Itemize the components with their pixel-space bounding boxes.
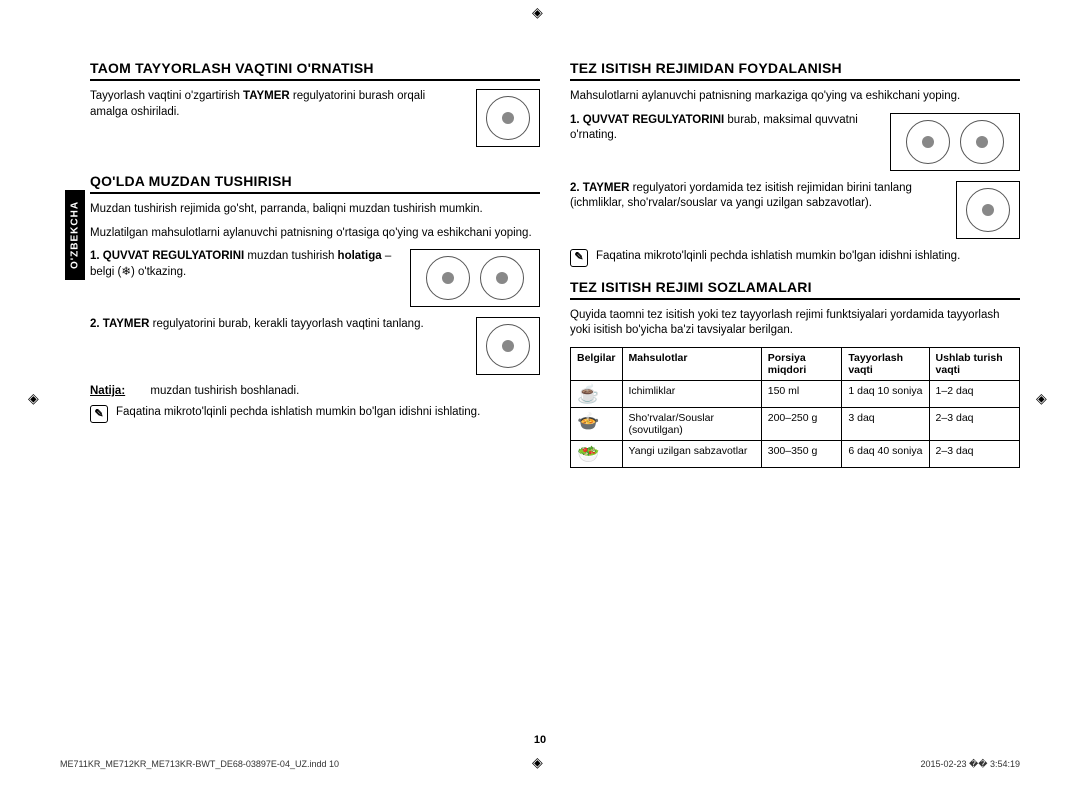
step-text: 1. QUVVAT REGULYATORINI burab, maksimal …	[570, 113, 880, 144]
power-dial-icon	[890, 113, 1020, 171]
portion-cell: 200–250 g	[761, 407, 842, 440]
product-cell: Sho'rvalar/Souslar (sovutilgan)	[622, 407, 761, 440]
table-row: ☕ Ichimliklar150 ml1 daq 10 soniya1–2 daq	[571, 380, 1020, 407]
registration-mark-right: ◈	[1036, 390, 1052, 406]
note: ✎ Faqatina mikroto'lqinli pechda ishlati…	[90, 405, 540, 423]
product-cell: Ichimliklar	[622, 380, 761, 407]
note-icon: ✎	[90, 405, 108, 423]
table-row: 🍲 Sho'rvalar/Souslar (sovutilgan)200–250 …	[571, 407, 1020, 440]
registration-mark-top: ◈	[532, 4, 548, 20]
page-content: TAOM TAYYORLASH VAQTINI O'RNATISH Tayyor…	[90, 60, 1020, 748]
result-line: Natija: muzdan tushirish boshlanadi.	[90, 385, 540, 397]
portion-cell: 300–350 g	[761, 440, 842, 467]
right-column: TEZ ISITISH REJIMIDAN FOYDALANISH Mahsul…	[570, 60, 1020, 748]
symbol-cell: 🥗	[571, 440, 623, 467]
body-text: Muzdan tushirish rejimida go'sht, parran…	[90, 202, 540, 218]
body-text: Muzlatilgan mahsulotlarni aylanuvchi pat…	[90, 226, 540, 242]
food-icon: ☕	[577, 384, 599, 404]
product-cell: Yangi uzilgan sabzavotlar	[622, 440, 761, 467]
body-text: Mahsulotlarni aylanuvchi patnisning mark…	[570, 89, 1020, 105]
power-dial-icon	[410, 249, 540, 307]
section-heading: TEZ ISITISH REJIMI SOZLAMALARI	[570, 279, 1020, 300]
language-tab: O'ZBEKCHA	[65, 190, 85, 280]
symbol-cell: ☕	[571, 380, 623, 407]
food-icon: 🥗	[577, 444, 599, 464]
section-heading: TEZ ISITISH REJIMIDAN FOYDALANISH	[570, 60, 1020, 81]
body-text: Quyida taomni tez isitish yoki tez tayyo…	[570, 308, 1020, 339]
left-column: TAOM TAYYORLASH VAQTINI O'RNATISH Tayyor…	[90, 60, 540, 748]
step-text: 2. TAYMER regulyatorini burab, kerakli t…	[90, 317, 466, 333]
footer: ME711KR_ME712KR_ME713KR-BWT_DE68-03897E-…	[60, 759, 1020, 770]
table-row: 🥗 Yangi uzilgan sabzavotlar300–350 g6 daq…	[571, 440, 1020, 467]
footer-timestamp: 2015-02-23 �� 3:54:19	[920, 759, 1020, 770]
note-text: Faqatina mikroto'lqinli pechda ishlatish…	[596, 249, 960, 265]
portion-cell: 150 ml	[761, 380, 842, 407]
holdtime-cell: 2–3 daq	[929, 407, 1019, 440]
note: ✎ Faqatina mikroto'lqinli pechda ishlati…	[570, 249, 1020, 267]
timer-dial-icon	[476, 89, 540, 147]
cooktime-cell: 1 daq 10 soniya	[842, 380, 929, 407]
settings-table: Belgilar Mahsulotlar Porsiya miqdori Tay…	[570, 347, 1020, 468]
section-heading: QO'LDA MUZDAN TUSHIRISH	[90, 173, 540, 194]
body-text: Tayyorlash vaqtini o'zgartirish TAYMER r…	[90, 89, 466, 120]
cooktime-cell: 3 daq	[842, 407, 929, 440]
holdtime-cell: 2–3 daq	[929, 440, 1019, 467]
food-icon: 🍲	[577, 411, 599, 431]
registration-mark-left: ◈	[28, 390, 44, 406]
page-number: 10	[534, 734, 546, 746]
section-heading: TAOM TAYYORLASH VAQTINI O'RNATISH	[90, 60, 540, 81]
step-text: 2. TAYMER regulyatori yordamida tez isit…	[570, 181, 946, 212]
cooktime-cell: 6 daq 40 soniya	[842, 440, 929, 467]
symbol-cell: 🍲	[571, 407, 623, 440]
timer-dial-icon	[956, 181, 1020, 239]
note-icon: ✎	[570, 249, 588, 267]
holdtime-cell: 1–2 daq	[929, 380, 1019, 407]
table-header-row: Belgilar Mahsulotlar Porsiya miqdori Tay…	[571, 347, 1020, 380]
footer-filename: ME711KR_ME712KR_ME713KR-BWT_DE68-03897E-…	[60, 759, 339, 770]
timer-dial-icon	[476, 317, 540, 375]
step-text: 1. QUVVAT REGULYATORINI muzdan tushirish…	[90, 249, 400, 280]
note-text: Faqatina mikroto'lqinli pechda ishlatish…	[116, 405, 480, 421]
